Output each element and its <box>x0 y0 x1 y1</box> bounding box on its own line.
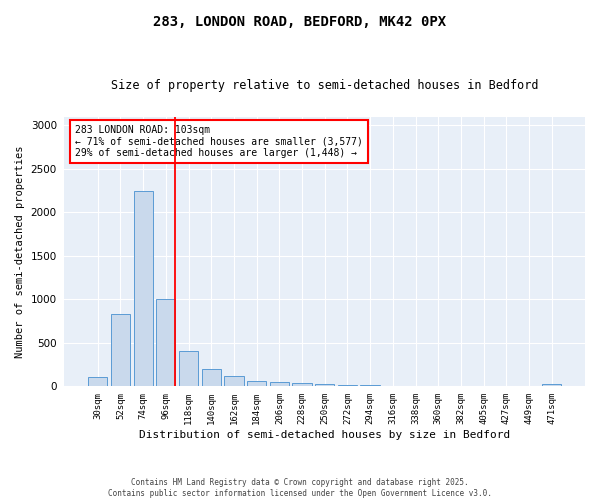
Bar <box>247 380 266 386</box>
Bar <box>156 299 175 386</box>
Bar <box>111 314 130 386</box>
Bar <box>361 385 380 386</box>
Bar <box>224 376 244 386</box>
Title: Size of property relative to semi-detached houses in Bedford: Size of property relative to semi-detach… <box>111 79 538 92</box>
Bar <box>315 384 334 386</box>
Bar <box>134 190 153 386</box>
Text: Contains HM Land Registry data © Crown copyright and database right 2025.
Contai: Contains HM Land Registry data © Crown c… <box>108 478 492 498</box>
Bar <box>202 368 221 386</box>
Y-axis label: Number of semi-detached properties: Number of semi-detached properties <box>15 145 25 358</box>
Text: 283 LONDON ROAD: 103sqm
← 71% of semi-detached houses are smaller (3,577)
29% of: 283 LONDON ROAD: 103sqm ← 71% of semi-de… <box>75 125 363 158</box>
Bar <box>292 384 311 386</box>
Bar <box>179 351 198 386</box>
Bar <box>338 384 357 386</box>
Bar <box>269 382 289 386</box>
Bar <box>542 384 562 386</box>
X-axis label: Distribution of semi-detached houses by size in Bedford: Distribution of semi-detached houses by … <box>139 430 511 440</box>
Bar <box>88 378 107 386</box>
Text: 283, LONDON ROAD, BEDFORD, MK42 0PX: 283, LONDON ROAD, BEDFORD, MK42 0PX <box>154 15 446 29</box>
